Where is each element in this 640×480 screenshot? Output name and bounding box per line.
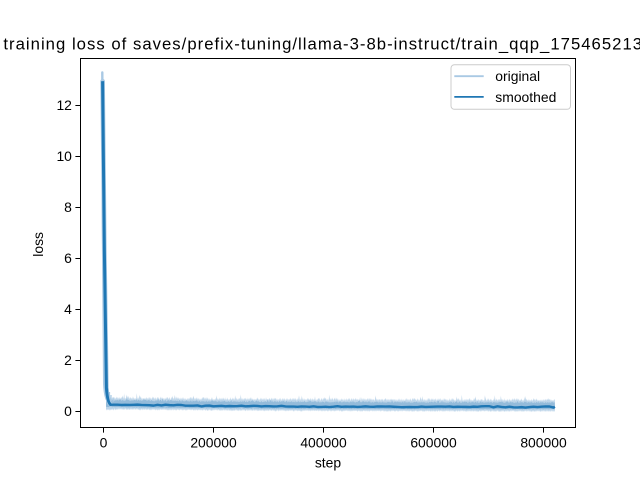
svg-text:10: 10 bbox=[56, 148, 72, 164]
svg-text:0: 0 bbox=[100, 435, 108, 451]
svg-text:smoothed: smoothed bbox=[495, 89, 556, 105]
svg-text:training loss of saves/prefix-: training loss of saves/prefix-tuning/lla… bbox=[3, 35, 640, 54]
svg-text:200000: 200000 bbox=[190, 435, 237, 451]
svg-text:8: 8 bbox=[64, 199, 72, 215]
svg-text:original: original bbox=[495, 68, 540, 84]
svg-text:0: 0 bbox=[64, 403, 72, 419]
svg-text:loss: loss bbox=[30, 232, 46, 257]
svg-text:12: 12 bbox=[56, 97, 72, 113]
svg-text:800000: 800000 bbox=[520, 435, 567, 451]
svg-text:6: 6 bbox=[64, 250, 72, 266]
svg-text:step: step bbox=[315, 455, 342, 471]
svg-text:4: 4 bbox=[64, 301, 72, 317]
svg-text:2: 2 bbox=[64, 352, 72, 368]
svg-text:600000: 600000 bbox=[410, 435, 457, 451]
svg-text:400000: 400000 bbox=[300, 435, 347, 451]
